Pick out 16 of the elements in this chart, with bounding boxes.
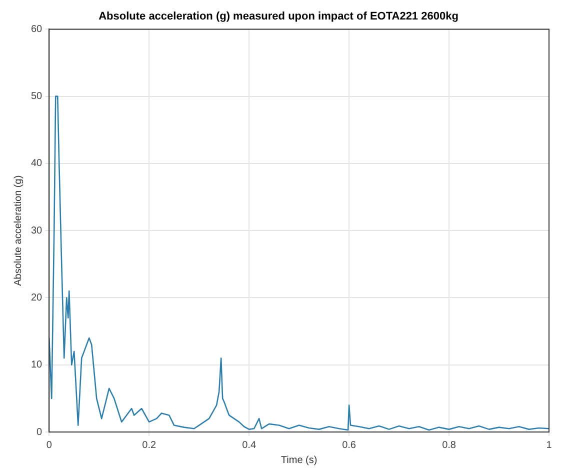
x-axis-title: Time (s)	[280, 454, 318, 466]
y-tick-label: 40	[31, 158, 43, 170]
y-axis-title: Absolute acceleration (g)	[12, 175, 24, 286]
x-tick-label: 0.8	[442, 440, 456, 451]
chart-title: Absolute acceleration (g) measured upon impact of EOTA221 2600kg	[98, 10, 458, 23]
y-tick-label: 30	[31, 225, 43, 236]
x-tick-label: 0	[46, 440, 52, 451]
y-tick-label: 60	[31, 24, 43, 35]
x-tick-label: 1	[546, 440, 552, 451]
y-tick-label: 10	[31, 360, 43, 371]
x-tick-label: 0.2	[142, 440, 156, 451]
y-tick-label: 50	[31, 91, 43, 102]
y-tick-label: 20	[31, 292, 43, 304]
y-tick-label: 0	[36, 426, 43, 438]
x-tick-label: 0.4	[242, 440, 256, 451]
x-tick-label: 0.6	[342, 440, 356, 451]
